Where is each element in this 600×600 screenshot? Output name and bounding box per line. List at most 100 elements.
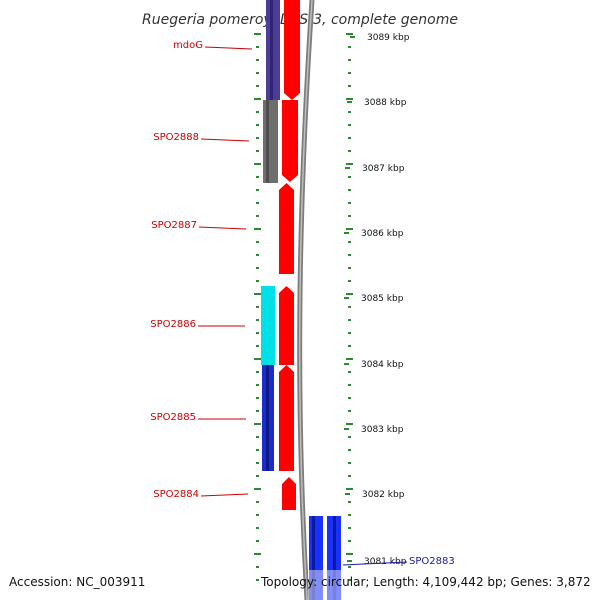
- tick-mark: [256, 371, 259, 373]
- tick-mark: [348, 501, 351, 503]
- gene-label-spo2887[interactable]: SPO2887: [151, 220, 197, 231]
- tick-mark: [256, 111, 259, 113]
- tick-mark: [348, 527, 351, 529]
- gene-block-spo2885-shade: [266, 365, 269, 471]
- tick-mark: [346, 488, 353, 490]
- scale-label: 3082 kbp: [362, 490, 405, 500]
- tick-mark: [256, 189, 259, 191]
- tick-mark: [348, 410, 351, 412]
- tick-mark: [348, 215, 351, 217]
- gene-leader-line: [342, 561, 408, 566]
- tick-mark: [256, 59, 259, 61]
- topology-text: Topology: circular; Length: 4,109,442 bp…: [261, 575, 591, 589]
- tick-mark: [348, 449, 351, 451]
- tick-mark: [256, 436, 259, 438]
- tick-mark: [256, 137, 259, 139]
- tick-mark: [346, 228, 353, 230]
- gene-label-spo2885[interactable]: SPO2885: [150, 412, 196, 423]
- tick-mark: [256, 462, 259, 464]
- tick-mark: [348, 150, 351, 152]
- tick-mark: [254, 228, 261, 230]
- tick-mark: [256, 566, 259, 568]
- tick-mark: [256, 124, 259, 126]
- tick-mark: [256, 449, 259, 451]
- tick-mark: [348, 46, 351, 48]
- tick-mark: [348, 397, 351, 399]
- tick-mark: [256, 410, 259, 412]
- tick-mark: [348, 280, 351, 282]
- gene-block-spo2883-overlay: [308, 570, 343, 600]
- tick-mark: [348, 462, 351, 464]
- tick-mark: [256, 579, 259, 581]
- tick-mark: [254, 358, 261, 360]
- scale-tick: [345, 493, 350, 495]
- tick-mark: [256, 85, 259, 87]
- tick-mark: [348, 384, 351, 386]
- gene-block-spo2888-shade: [266, 100, 269, 183]
- tick-mark: [348, 176, 351, 178]
- scale-tick: [344, 297, 349, 299]
- tick-mark: [256, 202, 259, 204]
- tick-mark: [346, 553, 353, 555]
- tick-mark: [256, 306, 259, 308]
- scale-tick: [344, 232, 349, 234]
- tick-mark: [348, 514, 351, 516]
- gene-block-spo2883-shade: [333, 516, 336, 600]
- scale-tick: [347, 560, 352, 562]
- gene-block-spo2886: [261, 286, 275, 365]
- tick-mark: [346, 423, 353, 425]
- tick-mark: [256, 384, 259, 386]
- tick-mark: [256, 267, 259, 269]
- feature-track: [261, 0, 343, 600]
- gene-leader-line: [198, 226, 247, 230]
- tick-mark: [348, 332, 351, 334]
- tick-mark: [348, 319, 351, 321]
- gene-label-spo2883[interactable]: SPO2883: [409, 556, 455, 567]
- gene-leader-line: [200, 493, 249, 497]
- gene-arrow-spo2887: [279, 183, 294, 274]
- tick-mark: [256, 501, 259, 503]
- gene-label-spo2884[interactable]: SPO2884: [153, 489, 199, 500]
- gene-arrow-spo2886: [279, 286, 294, 365]
- scale-label: 3086 kbp: [361, 229, 404, 239]
- gene-arrow-spo2884: [282, 477, 296, 510]
- gene-block-mdog-shade: [270, 0, 273, 100]
- tick-mark: [256, 319, 259, 321]
- tick-mark: [256, 150, 259, 152]
- tick-mark: [348, 475, 351, 477]
- scale-label: 3089 kbp: [367, 33, 410, 43]
- tick-mark: [254, 98, 261, 100]
- tick-mark: [254, 488, 261, 490]
- gene-arrow-spo2888: [282, 100, 298, 182]
- gene-label-mdog[interactable]: mdoG: [173, 40, 203, 51]
- tick-mark: [348, 85, 351, 87]
- tick-mark: [346, 293, 353, 295]
- scale-tick: [345, 167, 350, 169]
- tick-mark: [256, 332, 259, 334]
- tick-mark: [348, 137, 351, 139]
- tick-mark: [348, 267, 351, 269]
- tick-mark: [256, 527, 259, 529]
- gene-arrow-mdog: [284, 0, 300, 100]
- tick-mark: [256, 241, 259, 243]
- left-tick-column: [254, 33, 261, 581]
- gene-label-spo2886[interactable]: SPO2886: [150, 319, 196, 330]
- gene-leader-line: [200, 138, 250, 142]
- scale-tick: [344, 428, 349, 430]
- tick-mark: [348, 566, 351, 568]
- right-tick-column: [346, 33, 353, 581]
- tick-mark: [348, 254, 351, 256]
- tick-mark: [348, 189, 351, 191]
- scale-label: 3087 kbp: [362, 164, 405, 174]
- tick-mark: [256, 176, 259, 178]
- tick-mark: [348, 111, 351, 113]
- gene-label-spo2888[interactable]: SPO2888: [153, 132, 199, 143]
- tick-mark: [256, 280, 259, 282]
- tick-mark: [256, 345, 259, 347]
- tick-mark: [256, 475, 259, 477]
- gene-leader-line: [204, 46, 253, 50]
- tick-mark: [348, 540, 351, 542]
- tick-mark: [256, 46, 259, 48]
- tick-mark: [346, 98, 353, 100]
